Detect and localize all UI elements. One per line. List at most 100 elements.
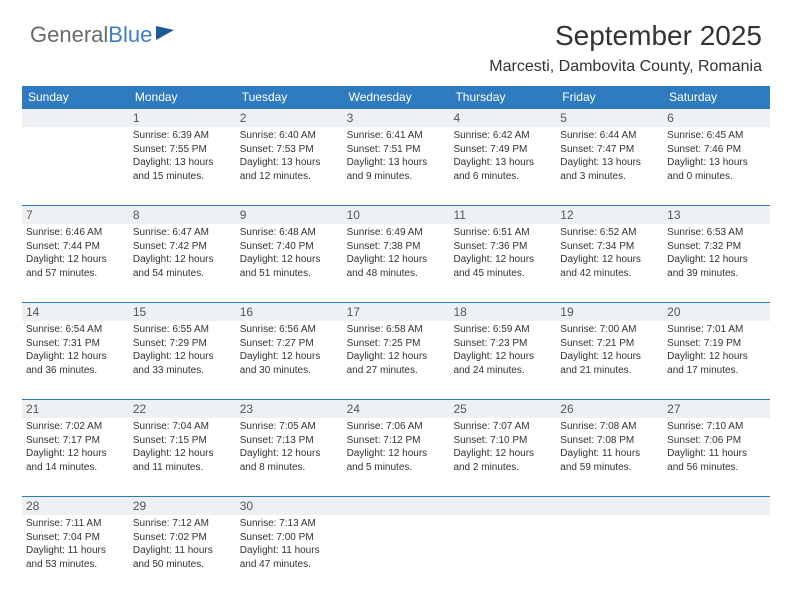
sunset-text: Sunset: 7:42 PM: [133, 240, 232, 254]
week-row: Sunrise: 6:46 AMSunset: 7:44 PMDaylight:…: [22, 224, 770, 303]
day-number: 10: [343, 206, 450, 224]
sunrise-text: Sunrise: 6:46 AM: [26, 226, 125, 240]
daylight-text-2: and 54 minutes.: [133, 267, 232, 281]
daylight-text-2: and 5 minutes.: [347, 461, 446, 475]
day-number: 17: [343, 303, 450, 321]
col-saturday: Saturday: [663, 86, 770, 109]
sunset-text: Sunset: 7:47 PM: [560, 143, 659, 157]
logo-text-1: General: [30, 22, 108, 47]
day-number: 15: [129, 303, 236, 321]
daylight-text-2: and 15 minutes.: [133, 170, 232, 184]
day-number: 4: [449, 109, 556, 127]
sunrise-text: Sunrise: 6:54 AM: [26, 323, 125, 337]
day-cell: Sunrise: 6:49 AMSunset: 7:38 PMDaylight:…: [343, 224, 450, 302]
day-number: 8: [129, 206, 236, 224]
day-info: Sunrise: 7:05 AMSunset: 7:13 PMDaylight:…: [240, 420, 339, 474]
day-cell: Sunrise: 6:39 AMSunset: 7:55 PMDaylight:…: [129, 127, 236, 205]
day-info: Sunrise: 7:08 AMSunset: 7:08 PMDaylight:…: [560, 420, 659, 474]
daylight-text-1: Daylight: 12 hours: [667, 350, 766, 364]
day-info: Sunrise: 6:44 AMSunset: 7:47 PMDaylight:…: [560, 129, 659, 183]
day-number: 21: [22, 400, 129, 418]
day-cell: Sunrise: 7:02 AMSunset: 7:17 PMDaylight:…: [22, 418, 129, 496]
day-number: 24: [343, 400, 450, 418]
sunset-text: Sunset: 7:21 PM: [560, 337, 659, 351]
daylight-text-1: Daylight: 12 hours: [26, 350, 125, 364]
day-cell: Sunrise: 6:44 AMSunset: 7:47 PMDaylight:…: [556, 127, 663, 205]
sunset-text: Sunset: 7:02 PM: [133, 531, 232, 545]
day-info: Sunrise: 7:07 AMSunset: 7:10 PMDaylight:…: [453, 420, 552, 474]
sunrise-text: Sunrise: 7:05 AM: [240, 420, 339, 434]
week-row: Sunrise: 7:11 AMSunset: 7:04 PMDaylight:…: [22, 515, 770, 593]
daylight-text-2: and 14 minutes.: [26, 461, 125, 475]
sunrise-text: Sunrise: 7:00 AM: [560, 323, 659, 337]
sunset-text: Sunset: 7:17 PM: [26, 434, 125, 448]
day-cell: Sunrise: 6:41 AMSunset: 7:51 PMDaylight:…: [343, 127, 450, 205]
sunrise-text: Sunrise: 6:44 AM: [560, 129, 659, 143]
day-info: Sunrise: 7:01 AMSunset: 7:19 PMDaylight:…: [667, 323, 766, 377]
col-sunday: Sunday: [22, 86, 129, 109]
day-cell: Sunrise: 6:46 AMSunset: 7:44 PMDaylight:…: [22, 224, 129, 302]
daylight-text-1: Daylight: 11 hours: [240, 544, 339, 558]
sunset-text: Sunset: 7:40 PM: [240, 240, 339, 254]
day-number: 2: [236, 109, 343, 127]
sunrise-text: Sunrise: 6:47 AM: [133, 226, 232, 240]
logo-triangle-icon: [156, 26, 174, 40]
daylight-text-1: Daylight: 12 hours: [240, 253, 339, 267]
day-cell: Sunrise: 7:12 AMSunset: 7:02 PMDaylight:…: [129, 515, 236, 593]
day-cell: Sunrise: 7:08 AMSunset: 7:08 PMDaylight:…: [556, 418, 663, 496]
day-number: 6: [663, 109, 770, 127]
sunset-text: Sunset: 7:36 PM: [453, 240, 552, 254]
daylight-text-2: and 6 minutes.: [453, 170, 552, 184]
day-info: Sunrise: 6:42 AMSunset: 7:49 PMDaylight:…: [453, 129, 552, 183]
location-label: Marcesti, Dambovita County, Romania: [489, 58, 762, 76]
day-number: 25: [449, 400, 556, 418]
day-cell: [663, 515, 770, 593]
daylight-text-2: and 57 minutes.: [26, 267, 125, 281]
sunrise-text: Sunrise: 7:04 AM: [133, 420, 232, 434]
day-number: [343, 497, 450, 515]
daylight-text-1: Daylight: 12 hours: [26, 253, 125, 267]
daylight-text-2: and 39 minutes.: [667, 267, 766, 281]
day-number: 12: [556, 206, 663, 224]
sunset-text: Sunset: 7:00 PM: [240, 531, 339, 545]
day-cell: Sunrise: 6:54 AMSunset: 7:31 PMDaylight:…: [22, 321, 129, 399]
sunrise-text: Sunrise: 7:08 AM: [560, 420, 659, 434]
daylight-text-1: Daylight: 12 hours: [26, 447, 125, 461]
daylight-text-1: Daylight: 12 hours: [240, 350, 339, 364]
day-info: Sunrise: 6:48 AMSunset: 7:40 PMDaylight:…: [240, 226, 339, 280]
day-number: 28: [22, 497, 129, 515]
day-cell: Sunrise: 7:04 AMSunset: 7:15 PMDaylight:…: [129, 418, 236, 496]
daylight-text-2: and 56 minutes.: [667, 461, 766, 475]
daylight-text-2: and 3 minutes.: [560, 170, 659, 184]
day-number: 26: [556, 400, 663, 418]
day-number: [449, 497, 556, 515]
daylight-text-2: and 33 minutes.: [133, 364, 232, 378]
sunset-text: Sunset: 7:08 PM: [560, 434, 659, 448]
daylight-text-1: Daylight: 12 hours: [240, 447, 339, 461]
day-info: Sunrise: 7:10 AMSunset: 7:06 PMDaylight:…: [667, 420, 766, 474]
day-number: 16: [236, 303, 343, 321]
sunrise-text: Sunrise: 7:01 AM: [667, 323, 766, 337]
day-cell: [449, 515, 556, 593]
sunset-text: Sunset: 7:51 PM: [347, 143, 446, 157]
day-cell: Sunrise: 6:47 AMSunset: 7:42 PMDaylight:…: [129, 224, 236, 302]
sunset-text: Sunset: 7:23 PM: [453, 337, 552, 351]
day-number: 1: [129, 109, 236, 127]
day-number: 3: [343, 109, 450, 127]
day-cell: Sunrise: 6:59 AMSunset: 7:23 PMDaylight:…: [449, 321, 556, 399]
daylight-text-1: Daylight: 12 hours: [667, 253, 766, 267]
daylight-text-2: and 17 minutes.: [667, 364, 766, 378]
day-info: Sunrise: 6:53 AMSunset: 7:32 PMDaylight:…: [667, 226, 766, 280]
day-cell: Sunrise: 6:56 AMSunset: 7:27 PMDaylight:…: [236, 321, 343, 399]
day-number: [556, 497, 663, 515]
day-number: 29: [129, 497, 236, 515]
sunset-text: Sunset: 7:38 PM: [347, 240, 446, 254]
day-number: [663, 497, 770, 515]
daylight-text-2: and 59 minutes.: [560, 461, 659, 475]
daylight-text-2: and 53 minutes.: [26, 558, 125, 572]
daylight-text-1: Daylight: 12 hours: [453, 350, 552, 364]
daylight-text-2: and 51 minutes.: [240, 267, 339, 281]
day-cell: Sunrise: 6:55 AMSunset: 7:29 PMDaylight:…: [129, 321, 236, 399]
daylight-text-1: Daylight: 12 hours: [133, 350, 232, 364]
sunrise-text: Sunrise: 6:51 AM: [453, 226, 552, 240]
